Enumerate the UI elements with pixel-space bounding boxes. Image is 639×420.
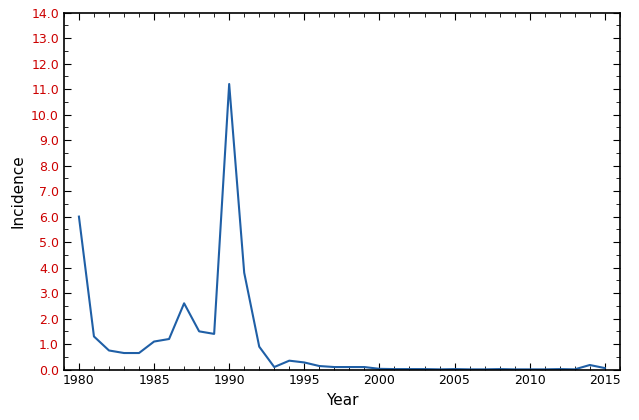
X-axis label: Year: Year (326, 393, 358, 408)
Y-axis label: Incidence: Incidence (11, 154, 26, 228)
